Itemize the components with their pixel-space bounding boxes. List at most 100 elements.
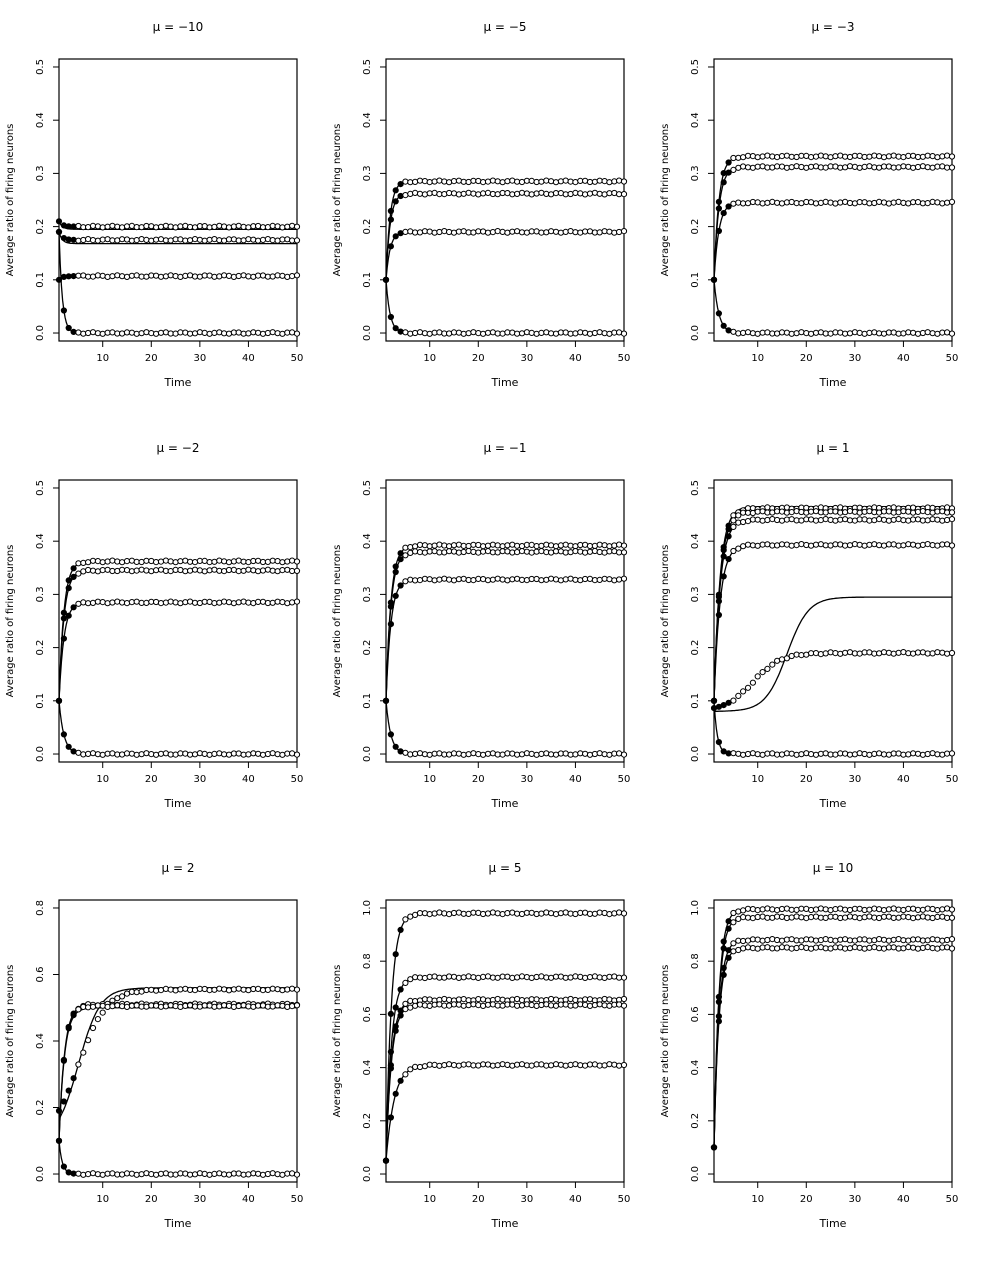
sim-point — [948, 153, 956, 160]
series-1 — [382, 541, 628, 704]
sim-point — [832, 913, 839, 920]
sim-point — [596, 229, 603, 236]
x-tick-label: 40 — [569, 353, 582, 364]
sim-point — [948, 914, 956, 921]
sim-point — [822, 750, 829, 757]
sim-point — [548, 575, 555, 582]
sim-point — [114, 598, 121, 605]
sim-point — [730, 166, 737, 173]
sim-point — [518, 330, 526, 337]
sim-point — [798, 914, 805, 921]
sim-point — [778, 913, 786, 921]
sim-point — [382, 276, 390, 283]
sim-point — [191, 987, 199, 994]
sim-point — [109, 222, 116, 229]
sim-point — [880, 649, 888, 656]
sim-point — [402, 192, 409, 199]
sim-point — [211, 273, 218, 280]
sim-point — [730, 750, 737, 757]
sim-point — [201, 557, 208, 565]
x-tick-label: 50 — [946, 353, 959, 364]
sim-point — [740, 937, 747, 945]
sim-point — [538, 750, 545, 758]
sim-point — [754, 907, 761, 914]
sim-point — [245, 1003, 252, 1010]
sim-point — [392, 951, 399, 958]
sim-point — [518, 910, 526, 918]
sim-point — [269, 599, 276, 606]
y-tick-label: 0.3 — [690, 586, 701, 602]
sim-point — [235, 557, 242, 564]
sim-point — [416, 1001, 424, 1008]
sim-point — [133, 1002, 140, 1009]
sim-point — [606, 911, 613, 918]
sim-point — [808, 945, 815, 952]
sim-point — [880, 936, 888, 943]
sim-point — [562, 541, 569, 548]
theory-line — [58, 569, 297, 701]
sim-point — [153, 987, 160, 994]
sim-point — [245, 330, 252, 337]
sim-point — [616, 228, 623, 236]
sim-point — [582, 541, 589, 548]
sim-point — [620, 974, 628, 981]
sim-point — [269, 1170, 276, 1177]
x-tick-label: 40 — [569, 774, 582, 785]
x-tick-label: 10 — [751, 1194, 764, 1205]
sim-point — [616, 750, 623, 757]
sim-point — [99, 236, 106, 243]
sim-point — [153, 272, 160, 279]
sim-point — [812, 906, 820, 913]
sim-point — [211, 600, 218, 607]
y-tick-label: 0.1 — [362, 693, 373, 709]
sim-point — [460, 548, 467, 556]
sim-point — [109, 329, 116, 336]
sim-point — [740, 518, 747, 526]
sim-point — [269, 567, 276, 574]
sim-point — [793, 508, 800, 515]
sim-point — [293, 986, 301, 993]
sim-point — [924, 164, 931, 171]
sim-point — [934, 945, 941, 952]
x-tick-label: 50 — [946, 774, 959, 785]
sim-point — [259, 330, 267, 337]
sim-point — [450, 909, 458, 917]
sim-point — [133, 1171, 140, 1178]
y-axis-label: Average ratio of firing neurons — [332, 124, 343, 277]
sim-point — [143, 599, 150, 607]
theory-line — [713, 166, 952, 280]
sim-point — [85, 224, 92, 231]
sim-point — [119, 273, 126, 280]
sim-point — [596, 548, 603, 556]
sim-point — [206, 330, 213, 337]
sim-point — [586, 330, 594, 337]
sim-point — [528, 974, 535, 982]
sim-point — [572, 179, 579, 186]
sim-point — [293, 223, 301, 230]
sim-point — [744, 684, 752, 691]
sim-point — [842, 936, 849, 943]
sim-point — [572, 910, 579, 918]
sim-point — [900, 154, 907, 161]
sim-point — [538, 189, 545, 196]
x-tick-label: 10 — [96, 774, 109, 785]
sim-point — [293, 1002, 301, 1009]
sim-point — [572, 1061, 579, 1068]
theory-line — [58, 1003, 297, 1141]
sim-point — [548, 542, 555, 549]
sim-point — [259, 751, 267, 758]
sim-point — [715, 205, 723, 212]
sim-point — [900, 163, 907, 170]
sim-point — [494, 228, 501, 235]
sim-point — [514, 974, 521, 981]
sim-point — [538, 548, 545, 555]
sim-point — [123, 558, 131, 565]
sim-point — [725, 699, 732, 706]
sim-point — [778, 508, 786, 515]
series-3 — [710, 936, 956, 1151]
sim-point — [89, 1170, 97, 1177]
sim-point — [426, 973, 433, 981]
sim-point — [89, 1024, 97, 1032]
sim-point — [876, 164, 883, 171]
sim-point — [740, 751, 747, 758]
